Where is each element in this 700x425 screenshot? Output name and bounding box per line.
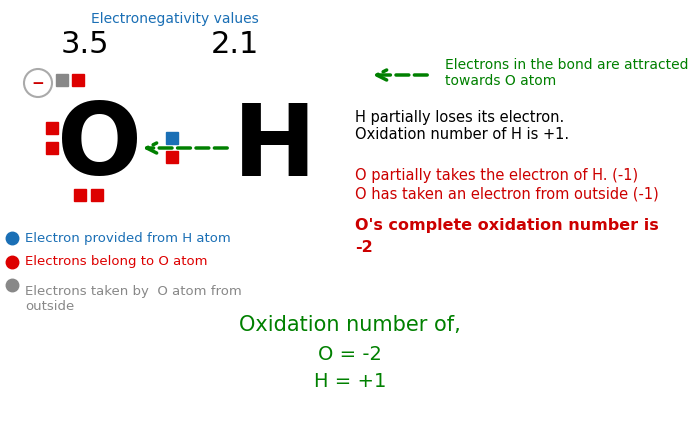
Text: Electronegativity values: Electronegativity values — [91, 12, 259, 26]
Text: Electrons taken by  O atom from
outside: Electrons taken by O atom from outside — [25, 285, 242, 313]
Text: H partially loses its electron.
Oxidation number of H is +1.: H partially loses its electron. Oxidatio… — [355, 110, 569, 142]
Text: Electron provided from H atom: Electron provided from H atom — [25, 232, 231, 244]
Text: 3.5: 3.5 — [61, 30, 109, 59]
Text: −: − — [32, 76, 44, 91]
Text: O = -2: O = -2 — [318, 345, 382, 364]
FancyArrowPatch shape — [377, 70, 427, 80]
Text: H = +1: H = +1 — [314, 372, 386, 391]
Text: H: H — [233, 99, 316, 196]
Text: Oxidation number of,: Oxidation number of, — [239, 315, 461, 335]
Text: Electrons belong to O atom: Electrons belong to O atom — [25, 255, 207, 269]
FancyArrowPatch shape — [147, 143, 228, 153]
Text: O: O — [57, 99, 143, 196]
Text: 2.1: 2.1 — [211, 30, 259, 59]
Text: -2: -2 — [355, 240, 372, 255]
Text: O has taken an electron from outside (-1): O has taken an electron from outside (-1… — [355, 186, 659, 201]
Text: Electrons in the bond are attracted
towards O atom: Electrons in the bond are attracted towa… — [445, 58, 689, 88]
Text: O partially takes the electron of H. (-1): O partially takes the electron of H. (-1… — [355, 168, 638, 183]
Text: O's complete oxidation number is: O's complete oxidation number is — [355, 218, 659, 233]
